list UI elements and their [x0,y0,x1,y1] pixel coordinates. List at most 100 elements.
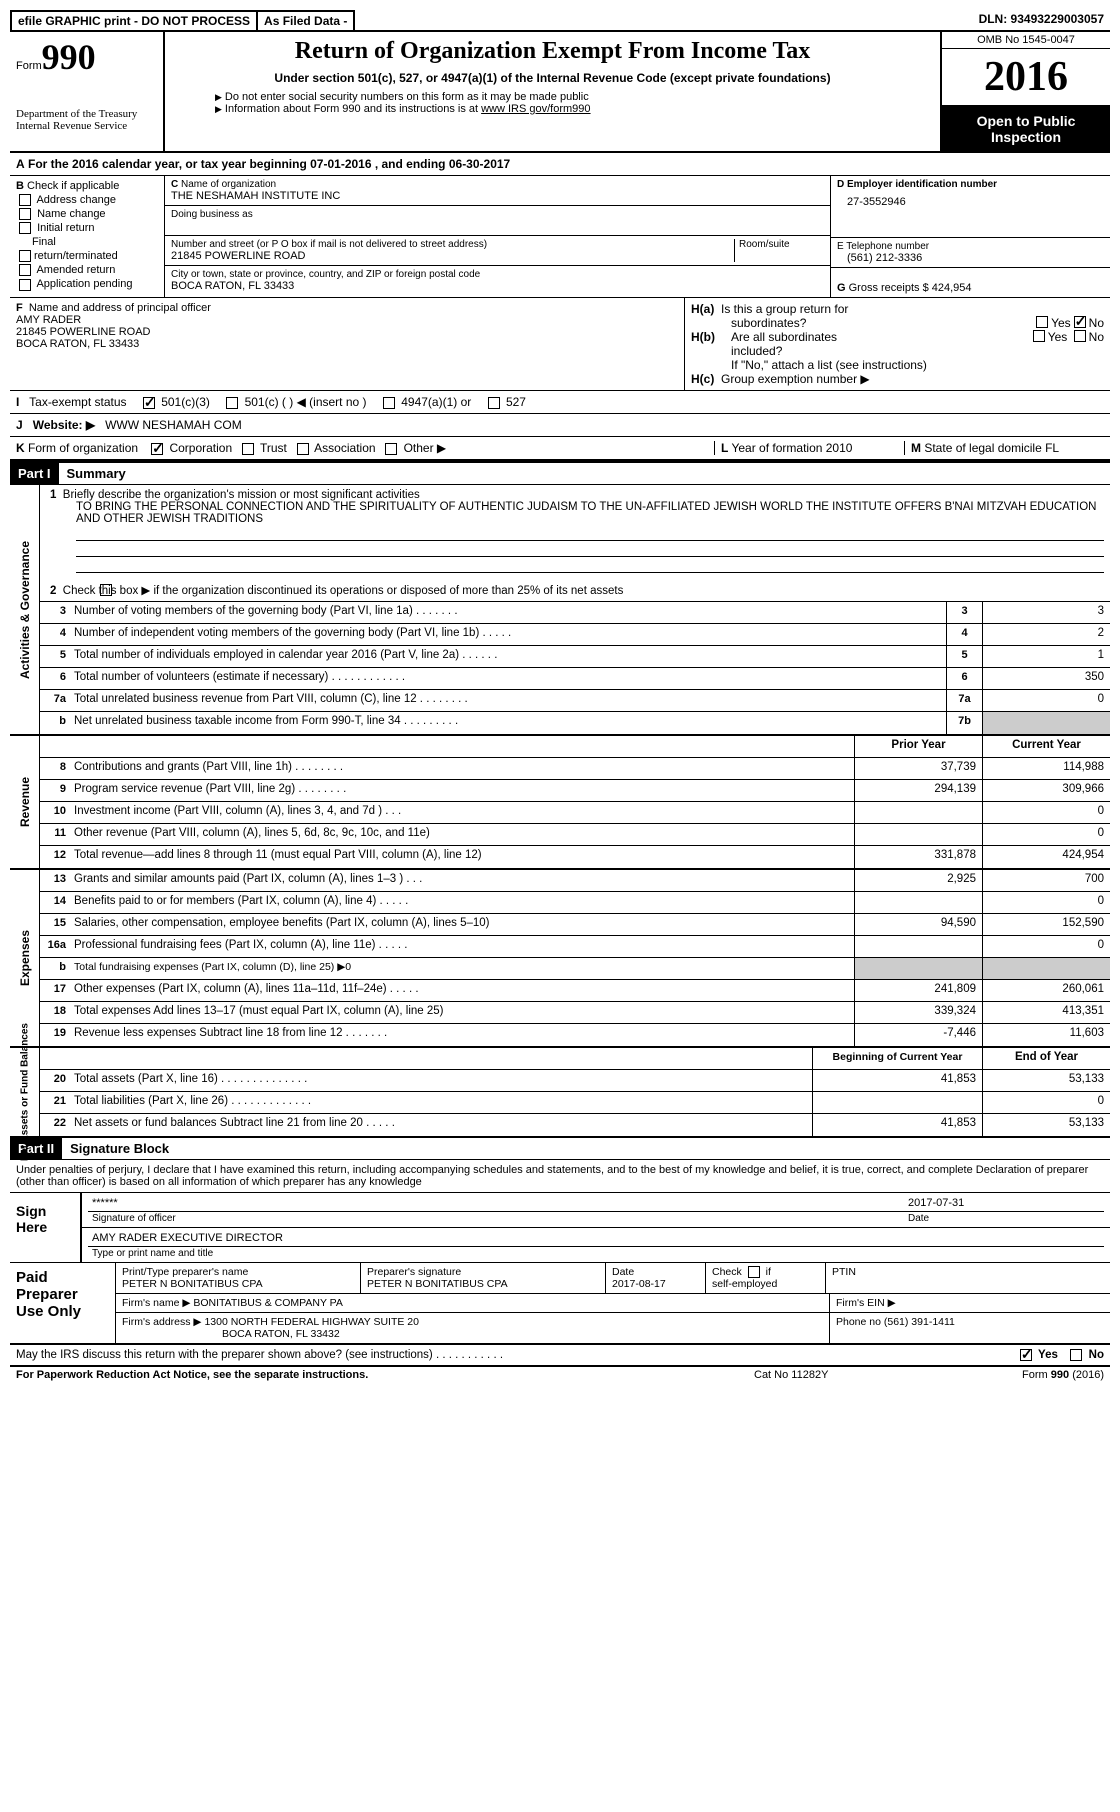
side-expenses: Expenses [18,930,32,986]
r14-text: Benefits paid to or for members (Part IX… [70,892,854,913]
ha-yes[interactable] [1036,316,1048,328]
side-netassets: Net Assets or Fund Balances [19,1023,30,1161]
chk-self-employed[interactable] [748,1266,760,1278]
chk-app-pending[interactable] [19,279,31,291]
lbl-yes-1: Yes [1051,316,1071,330]
hdr-end: End of Year [982,1048,1110,1069]
m-lbl: M [911,441,921,455]
chk-name-change[interactable] [19,208,31,220]
r22-text: Net assets or fund balances Subtract lin… [70,1114,812,1136]
prep-c1: Print/Type preparer's name [122,1266,354,1278]
state-domicile: State of legal domicile FL [924,441,1059,455]
prep-ptin: PTIN [826,1263,1110,1293]
header-note-2a: Information about Form 990 and its instr… [225,103,481,115]
r9-curr: 309,966 [982,780,1110,801]
g-lbl: G [837,282,846,294]
r6-num: 6 [40,668,70,689]
firm-addr-2: BOCA RATON, FL 33432 [222,1328,340,1340]
firm-addr-lbl: Firm's address ▶ [122,1316,202,1328]
preparer-block: Paid Preparer Use Only Print/Type prepar… [10,1263,1110,1345]
chk-address-change[interactable] [19,194,31,206]
chk-assoc[interactable] [297,443,309,455]
addr-lbl: Number and street (or P O box if mail is… [171,239,734,250]
expenses-block: Expenses 13Grants and similar amounts pa… [10,870,1110,1048]
irs-link[interactable]: www IRS gov/form990 [481,103,590,115]
part-2-bar: Part II [10,1138,62,1159]
r3-box: 3 [946,602,982,623]
r4-num: 4 [40,624,70,645]
sig-date: 2017-07-31 [904,1195,1104,1212]
r16a-prior [854,936,982,957]
website-row: J Website: ▶ WWW NESHAMAH COM [10,414,1110,437]
discuss-no[interactable] [1070,1349,1082,1361]
officer-name: AMY RADER [16,314,81,326]
form-header: Form990 Department of the Treasury Inter… [10,32,1110,153]
ha-no[interactable] [1074,316,1086,328]
chk-527[interactable] [488,397,500,409]
chk-amended[interactable] [19,264,31,276]
r9-prior: 294,139 [854,780,982,801]
chk-other[interactable] [385,443,397,455]
city-lbl: City or town, state or province, country… [171,269,824,280]
lbl-501c3: 501(c)(3) [161,395,210,409]
footer-mid: Cat No 11282Y [754,1369,954,1381]
r3-val: 3 [982,602,1110,623]
chk-corp[interactable] [151,443,163,455]
chk-discontinued[interactable] [100,584,112,596]
status-lbl: Tax-exempt status [29,395,126,409]
chk-trust[interactable] [242,443,254,455]
r16a-num: 16a [40,936,70,957]
r6-box: 6 [946,668,982,689]
r7a-num: 7a [40,690,70,711]
r15-text: Salaries, other compensation, employee b… [70,914,854,935]
chk-501c3[interactable] [143,397,155,409]
r12-curr: 424,954 [982,846,1110,868]
r6-val: 350 [982,668,1110,689]
l-lbl: L [721,441,728,455]
q2-text: Check this box ▶ if the organization dis… [63,585,624,597]
chk-initial-return[interactable] [19,222,31,234]
r14-curr: 0 [982,892,1110,913]
chk-4947[interactable] [383,397,395,409]
r22-begin: 41,853 [812,1114,982,1136]
hdr-prior: Prior Year [854,736,982,757]
r15-num: 15 [40,914,70,935]
hdr-begin: Beginning of Current Year [812,1048,982,1069]
r18-text: Total expenses Add lines 13–17 (must equ… [70,1002,854,1023]
col-b-hdr2: Check if applicable [27,180,119,192]
chk-501c[interactable] [226,397,238,409]
r5-box: 5 [946,646,982,667]
lbl-4947: 4947(a)(1) or [401,395,471,409]
r17-prior: 241,809 [854,980,982,1001]
discuss-yes[interactable] [1020,1349,1032,1361]
footer: For Paperwork Reduction Act Notice, see … [10,1367,1110,1383]
r20-text: Total assets (Part X, line 16) . . . . .… [70,1070,812,1091]
form-label: Form [16,60,42,72]
firm-ein-lbl: Firm's EIN ▶ [830,1294,1110,1312]
r11-text: Other revenue (Part VIII, column (A), li… [70,824,854,845]
prep-date: 2017-08-17 [612,1278,699,1290]
r4-box: 4 [946,624,982,645]
discuss-q: May the IRS discuss this return with the… [16,1349,1017,1361]
chk-final-return[interactable] [19,250,31,262]
q2-num: 2 [50,585,56,597]
r10-num: 10 [40,802,70,823]
col-b-hdr: B [16,180,24,192]
r9-num: 9 [40,780,70,801]
side-activities: Activities & Governance [18,540,32,678]
j-lbl: J [16,418,23,432]
c-lbl: C [171,179,178,190]
r20-begin: 41,853 [812,1070,982,1091]
open-inspection: Open to Public Inspection [942,107,1110,151]
r12-num: 12 [40,846,70,868]
lbl-trust: Trust [260,441,287,455]
r14-num: 14 [40,892,70,913]
r12-text: Total revenue—add lines 8 through 11 (mu… [70,846,854,868]
ein-lbl: D Employer identification number [837,179,997,190]
hb-yes[interactable] [1033,330,1045,342]
web-lbl: Website: ▶ [33,418,95,432]
hb-no[interactable] [1074,330,1086,342]
r8-text: Contributions and grants (Part VIII, lin… [70,758,854,779]
f-lbl: F [16,302,23,314]
dept-1: Department of the Treasury [16,108,157,120]
